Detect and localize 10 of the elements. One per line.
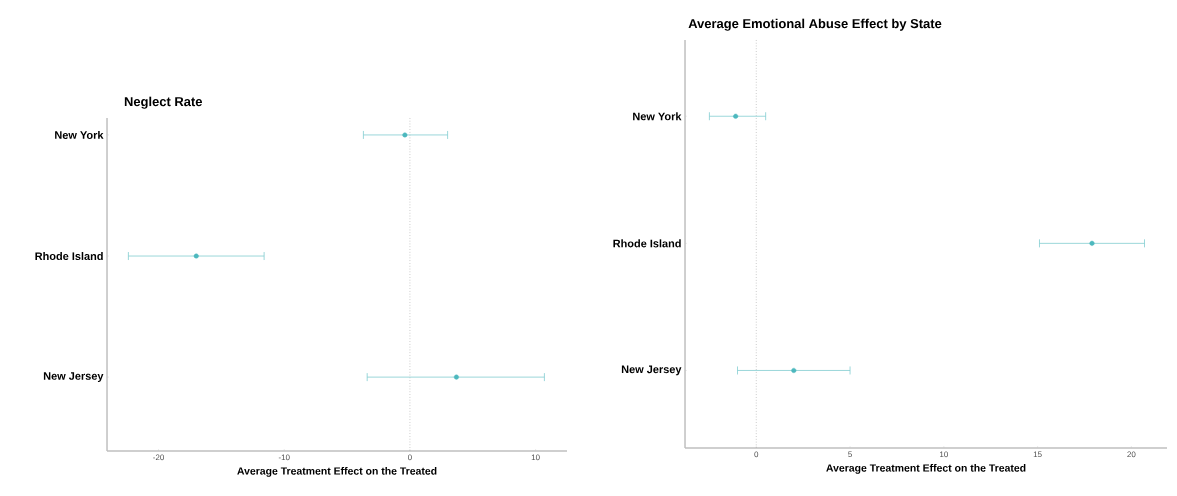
y-tick-label: New Jersey xyxy=(621,365,682,376)
y-tick-label: Rhode Island xyxy=(613,239,681,248)
y-tick-label: New Jersey xyxy=(43,372,104,383)
x-axis-title: Average Treatment Effect on the Treated xyxy=(826,463,1026,474)
y-tick-label: New York xyxy=(55,130,104,139)
x-axis-title: Average Treatment Effect on the Treated xyxy=(237,466,437,477)
y-tick-label: New York xyxy=(633,112,682,121)
y-tick-label: Rhode Island xyxy=(35,252,103,261)
chart-title: Average Emotional Abuse Effect by State xyxy=(688,18,942,31)
chart-title: Neglect Rate xyxy=(124,96,203,109)
